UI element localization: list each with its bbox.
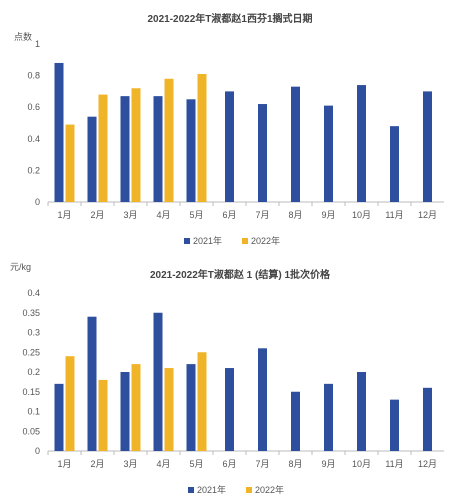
y-tick-label: 0.3 [27,328,40,338]
x-tick-label: 2月 [90,210,104,220]
x-tick-label: 3月 [123,459,137,469]
x-tick-label: 5月 [189,459,203,469]
x-tick-label: 1月 [57,210,71,220]
y-tick-label: 0.2 [27,367,40,377]
x-tick-label: 8月 [288,459,302,469]
bar-series1 [120,372,130,451]
bar-series2 [65,356,75,451]
bar-series1 [120,96,130,202]
x-tick-label: 6月 [222,459,236,469]
bar-chart-top: 2021-2022年T淑都赵1西芬1搁式日期点数00.20.40.60.811月… [14,12,444,246]
x-tick-label: 4月 [156,210,170,220]
legend-swatch-series1 [188,487,194,493]
bar-series2 [65,124,75,202]
bar-series1 [186,364,196,451]
x-tick-label: 5月 [189,210,203,220]
y-tick-label: 1 [35,39,40,49]
x-tick-label: 1月 [57,459,71,469]
y-tick-label: 0.2 [27,165,40,175]
y-tick-label: 0.25 [22,347,40,357]
y-tick-label: 0.05 [22,426,40,436]
x-tick-label: 12月 [418,459,437,469]
bar-series1 [87,116,97,202]
y-tick-label: 0.15 [22,387,40,397]
bar-series2 [98,379,108,451]
bar-series2 [131,364,141,451]
y-tick-label: 0.8 [27,71,40,81]
bar-series1 [258,104,267,202]
bar-series1 [54,383,64,451]
bar-series1 [153,96,163,202]
x-tick-label: 9月 [321,459,335,469]
legend-label-series1: 2021年 [197,484,226,495]
bar-series1 [291,86,300,202]
bar-series1 [423,91,432,202]
bar-series2 [164,78,174,202]
x-tick-label: 8月 [288,210,302,220]
bar-series2 [98,94,108,202]
bar-series1 [324,383,333,451]
bar-series1 [291,391,300,451]
x-tick-label: 10月 [352,459,371,469]
chart-panel-bottom: 2021-2022年T淑都赵 1 (结算) 1批次价格 元/kg 0 0.05 0.1 0… [0,256,472,501]
x-tick-label: 3月 [123,210,137,220]
bar-series1 [357,85,366,202]
y-tick-label: 0.4 [27,288,40,298]
y-tick-label: 0.6 [27,102,40,112]
legend-label-series1: 2021年 [193,235,222,246]
y-tick-label: 0 [35,446,40,456]
x-tick-label: 12月 [418,210,437,220]
y-tick-label: 0 [35,197,40,207]
x-tick-label: 11月 [385,210,403,220]
y-axis-label: 元/kg [10,262,31,272]
bar-series1 [225,368,234,451]
chart-title: 2021-2022年T淑都赵1西芬1搁式日期 [147,12,312,25]
chart-panel-top: 2021-2022年T淑都赵1西芬1搁式日期 点数 0 0.2 0.4 0.6 0.8 1 1月… [0,0,472,250]
y-tick-label: 0.35 [22,308,40,318]
y-tick-label: 0.1 [27,407,40,417]
x-tick-label: 11月 [385,459,403,469]
bar-series1 [186,99,196,202]
x-tick-label: 10月 [352,210,371,220]
bar-series1 [54,62,64,203]
bar-series2 [197,352,207,451]
x-tick-label: 9月 [321,210,335,220]
bar-series1 [153,312,163,451]
bar-chart-bottom: 2021-2022年T淑都赵 1 (结算) 1批次价格 元/kg 0 0.05 0.1 0… [10,262,444,495]
legend-label-series2: 2022年 [251,235,280,246]
bar-series1 [258,348,267,451]
legend-swatch-series1 [184,238,190,244]
y-tick-label: 0.4 [27,134,40,144]
bar-series2 [197,74,207,202]
bar-series2 [131,88,141,202]
bar-series1 [390,399,399,451]
x-tick-label: 7月 [255,210,269,220]
y-axis-label: 点数 [14,31,32,42]
x-tick-label: 6月 [222,210,236,220]
bar-series1 [225,91,234,202]
legend-label-series2: 2022年 [255,484,284,495]
chart-title: 2021-2022年T淑都赵 1 (结算) 1批次价格 [150,268,331,281]
bar-series1 [423,387,432,451]
legend-swatch-series2 [246,487,252,493]
bar-series1 [390,126,399,202]
bar-series1 [357,372,366,451]
bar-series2 [164,368,174,451]
legend-swatch-series2 [242,238,248,244]
bar-series1 [324,105,333,202]
x-tick-label: 7月 [255,459,269,469]
x-tick-label: 4月 [156,459,170,469]
x-tick-label: 2月 [90,459,104,469]
bar-series1 [87,316,97,451]
